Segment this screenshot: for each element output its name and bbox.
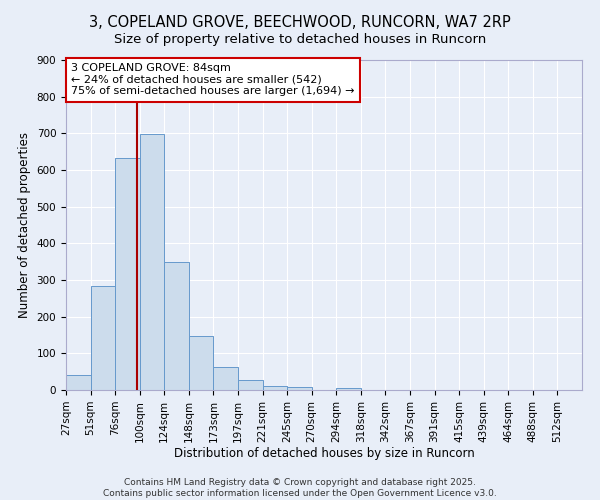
Bar [336,388,361,390]
Bar [91,286,115,390]
Bar [115,158,140,390]
Bar [66,374,91,390]
X-axis label: Distribution of detached houses by size in Runcorn: Distribution of detached houses by size … [173,448,475,460]
Text: 3, COPELAND GROVE, BEECHWOOD, RUNCORN, WA7 2RP: 3, COPELAND GROVE, BEECHWOOD, RUNCORN, W… [89,15,511,30]
Bar [140,134,164,390]
Bar [287,387,312,390]
Text: 3 COPELAND GROVE: 84sqm
← 24% of detached houses are smaller (542)
75% of semi-d: 3 COPELAND GROVE: 84sqm ← 24% of detache… [71,64,355,96]
Text: Contains HM Land Registry data © Crown copyright and database right 2025.
Contai: Contains HM Land Registry data © Crown c… [103,478,497,498]
Bar [214,367,238,390]
Bar [164,262,189,390]
Text: Size of property relative to detached houses in Runcorn: Size of property relative to detached ho… [114,32,486,46]
Bar [189,336,214,390]
Bar [238,380,263,390]
Bar [263,386,287,390]
Y-axis label: Number of detached properties: Number of detached properties [18,132,31,318]
